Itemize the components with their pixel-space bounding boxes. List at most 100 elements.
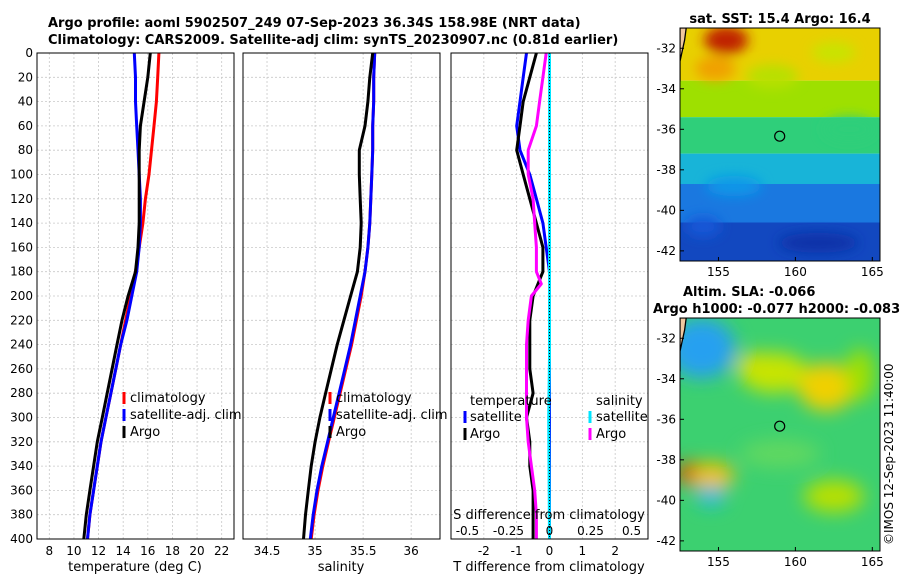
temperature-legend-label: satellite-adj. clim: [130, 408, 242, 423]
sst-feature: [746, 64, 799, 89]
sla-feature: [680, 318, 736, 379]
difference-xtick-label: 2: [611, 544, 619, 558]
temperature-xtick-label: 18: [165, 544, 180, 558]
sla-map-ytick-label: -32: [656, 331, 676, 345]
temperature-xtick-label: 10: [66, 544, 81, 558]
salinity-legend-label: satellite-adj. clim: [336, 408, 448, 423]
temperature-xtick-label: 8: [45, 544, 53, 558]
s-difference-tick-label: 0.5: [622, 524, 641, 538]
sla-map-title2: Argo h1000: -0.077 h2000: -0.083: [653, 302, 900, 317]
salinity-xtick-label: 35: [307, 544, 322, 558]
salinity-series-satellite-adj-clim: [308, 52, 377, 540]
depth-tick-label: 360: [10, 483, 33, 497]
difference-axes-frame: [450, 52, 649, 540]
temperature-xtick-label: 14: [116, 544, 131, 558]
depth-tick-label: 300: [10, 411, 33, 425]
salinity-xtick-label: 34.5: [254, 544, 281, 558]
sla-map-xtick-label: 160: [784, 555, 807, 569]
salinity-xtick-label: 36: [404, 544, 419, 558]
copyright-text: ©IMOS 12-Sep-2023 11:40:00: [882, 363, 896, 545]
salinity-legend-label: Argo: [336, 425, 366, 440]
depth-tick-label: 120: [10, 192, 33, 206]
coastline: [680, 318, 687, 372]
temperature-xtick-label: 16: [140, 544, 155, 558]
sst-map-title: sat. SST: 15.4 Argo: 16.4: [689, 12, 870, 27]
sla-map: 155 160 165 -32 -34 -36 -38 -40 -42: [656, 317, 884, 569]
sst-feature: [695, 56, 736, 81]
argo-position-marker: [774, 420, 786, 432]
figure-title-line1: Argo profile: aoml 5902507_249 07-Sep-20…: [48, 16, 581, 31]
sst-feature: [705, 176, 762, 197]
depth-tick-label: 280: [10, 386, 33, 400]
figure-title-line2: Climatology: CARS2009. Satellite-adj cli…: [48, 33, 619, 48]
sst-feature: [823, 117, 876, 142]
sla-map-xtick-label: 165: [861, 555, 884, 569]
difference-xtick-label: -1: [511, 544, 523, 558]
temperature-legend-label: climatology: [130, 391, 206, 406]
salinity-axes-frame: [242, 52, 441, 540]
difference-xtick-label: 1: [579, 544, 587, 558]
depth-tick-label: 40: [18, 95, 33, 109]
s-difference-tick-label: 0.25: [577, 524, 604, 538]
sst-map: 155 160 165 -32 -34 -36 -38 -40 -42: [656, 27, 884, 279]
depth-tick-label: 260: [10, 362, 33, 376]
sst-map-ytick-label: -34: [656, 82, 676, 96]
sla-map-ytick-label: -38: [656, 453, 676, 467]
s-difference-tick-label: 0: [546, 524, 554, 538]
salinity-panel: 34.5 35 35.5 36 climatology satellite-adj. cl…: [242, 52, 448, 558]
sst-feature: [811, 42, 856, 63]
sst-blobs: [685, 28, 876, 253]
t-difference-xlabel: T difference from climatology: [452, 560, 645, 575]
difference-panel: -2 -1 0 1 2 -0.5 -0.25 0 0.25 0.5 temperature salin…: [450, 52, 649, 558]
difference-legend-t-label: Argo: [470, 427, 500, 442]
temperature-series-satellite-adj-clim: [86, 52, 142, 540]
sst-map-xtick-label: 155: [707, 265, 730, 279]
sla-feature: [803, 480, 864, 513]
depth-tick-label: 340: [10, 459, 33, 473]
sst-feature: [778, 232, 859, 253]
difference-legend-s-label: Argo: [596, 427, 626, 442]
depth-tick-label: 60: [18, 119, 33, 133]
sla-feature: [696, 486, 725, 507]
sla-map-ytick-label: -42: [656, 534, 676, 548]
sst-map-ytick-label: -36: [656, 122, 676, 136]
sst-map-frame: [679, 27, 881, 262]
sla-map-ytick-label: -36: [656, 412, 676, 426]
depth-tick-label: 160: [10, 240, 33, 254]
sst-map-xtick-label: 160: [784, 265, 807, 279]
sst-map-ytick-label: -32: [656, 41, 676, 55]
difference-xtick-label: 0: [546, 544, 554, 558]
difference-legend-s-heading: salinity: [596, 394, 643, 409]
sla-map-ytick-label: -40: [656, 493, 676, 507]
depth-tick-label: 20: [18, 70, 33, 84]
depth-tick-label: 220: [10, 313, 33, 327]
temperature-xtick-label: 20: [189, 544, 204, 558]
temperature-xtick-label: 22: [214, 544, 229, 558]
sla-blobs: [680, 318, 874, 513]
s-difference-xlabel: S difference from climatology: [453, 508, 645, 523]
sla-map-title1: Altim. SLA: -0.066: [683, 285, 815, 300]
temperature-series-argo: [82, 52, 152, 540]
sla-feature: [739, 352, 808, 393]
sst-feature: [685, 216, 722, 237]
sst-map-ytick-label: -40: [656, 203, 676, 217]
sst-map-xtick-label: 165: [861, 265, 884, 279]
temperature-axes-frame: [36, 52, 235, 540]
sst-map-field: [680, 28, 880, 261]
s-difference-tick-label: -0.25: [493, 524, 524, 538]
temperature-xtick-label: 12: [91, 544, 106, 558]
depth-tick-label: 140: [10, 216, 33, 230]
sla-feature: [846, 348, 874, 401]
difference-legend-t-label: satellite: [470, 410, 522, 425]
depth-tick-label: 400: [10, 532, 33, 546]
difference-legend-s-label: satellite: [596, 410, 648, 425]
difference-series-s-argo: [525, 52, 548, 539]
sst-map-ytick-label: -38: [656, 163, 676, 177]
depth-tick-label: 240: [10, 338, 33, 352]
coastline: [680, 28, 687, 82]
sst-map-ytick-label: -42: [656, 244, 676, 258]
difference-xtick-label: -2: [478, 544, 490, 558]
s-difference-tick-label: -0.5: [456, 524, 479, 538]
sla-map-ytick-label: -34: [656, 372, 676, 386]
